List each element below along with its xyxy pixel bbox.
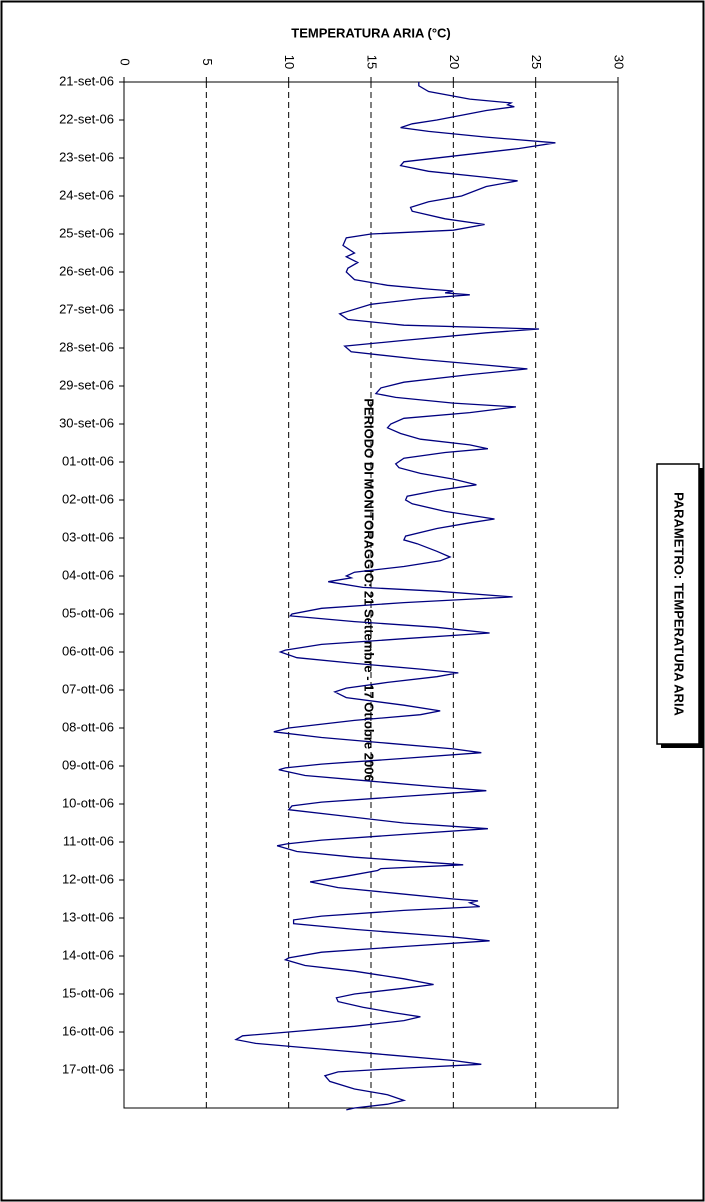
x-tick-label: 17-ott-06: [62, 1061, 114, 1076]
x-tick-label: 22-set-06: [59, 111, 114, 126]
x-tick-label: 14-ott-06: [62, 947, 114, 962]
x-tick-label: 06-ott-06: [62, 643, 114, 658]
x-tick-label: 25-set-06: [59, 225, 114, 240]
x-tick-label: 07-ott-06: [62, 681, 114, 696]
x-tick-label: 13-ott-06: [62, 909, 114, 924]
x-tick-label: 29-set-06: [59, 377, 114, 392]
plot-area: [123, 81, 619, 1109]
x-axis-title: PERIODO DI MONITORAGGIO: 21 Settembre - …: [362, 398, 377, 781]
y-tick-label: 10: [282, 55, 297, 69]
x-tick-label: 11-ott-06: [63, 833, 114, 848]
x-tick-label: 10-ott-06: [62, 795, 114, 810]
x-tick-label: 27-set-06: [59, 301, 114, 316]
x-tick-label: 21-set-06: [59, 73, 114, 88]
y-tick-label: 20: [447, 55, 462, 69]
x-tick-label: 09-ott-06: [62, 757, 114, 772]
x-tick-label: 26-set-06: [59, 263, 114, 278]
x-tick-label: 03-ott-06: [62, 529, 114, 544]
y-tick-label: 5: [200, 58, 215, 65]
x-tick-label: 16-ott-06: [62, 1023, 114, 1038]
x-tick-label: 12-ott-06: [62, 871, 114, 886]
data-line: [234, 82, 556, 1111]
x-tick-label: 15-ott-06: [62, 985, 114, 1000]
annotation-box: [656, 463, 700, 745]
x-tick-label: 08-ott-06: [62, 719, 114, 734]
y-tick-label: 30: [612, 55, 627, 69]
x-tick-label: 01-ott-06: [62, 453, 114, 468]
y-tick-label: 25: [529, 55, 544, 69]
x-tick-label: 04-ott-06: [62, 567, 114, 582]
x-tick-label: 24-set-06: [59, 187, 114, 202]
x-tick-label: 28-set-06: [59, 339, 114, 354]
x-tick-label: 02-ott-06: [62, 491, 114, 506]
y-tick-label: 0: [118, 58, 133, 65]
x-tick-label: 30-set-06: [59, 415, 114, 430]
chart-title: TEMPERATURA ARIA (°C): [291, 25, 451, 40]
x-tick-label: 05-ott-06: [62, 605, 114, 620]
x-tick-label: 23-set-06: [59, 149, 114, 164]
annotation: PARAMETRO: TEMPERATURA ARIA: [672, 492, 687, 716]
y-tick-label: 15: [365, 55, 380, 69]
